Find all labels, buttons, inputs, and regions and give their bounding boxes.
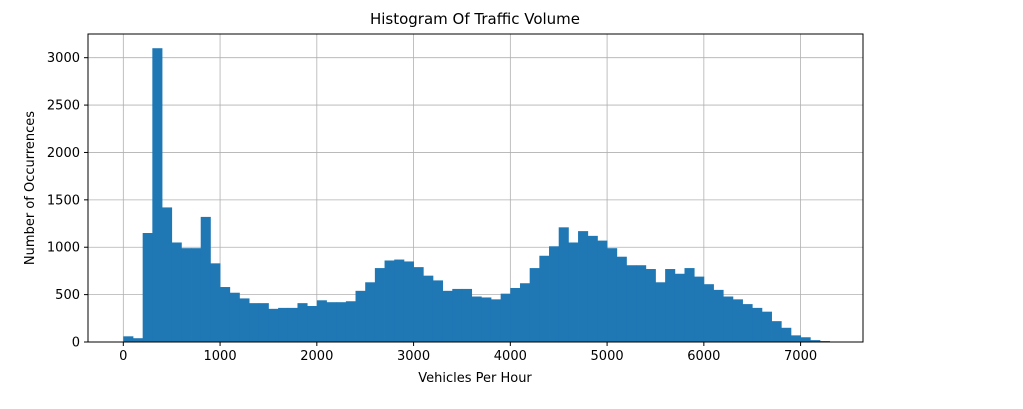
histogram-bar <box>636 265 647 342</box>
histogram-bar <box>220 287 231 342</box>
histogram-bar <box>481 297 492 342</box>
histogram-bar <box>587 235 598 342</box>
x-tick-label: 7000 <box>784 349 817 364</box>
histogram-bar <box>655 282 666 342</box>
histogram-bar <box>249 303 260 342</box>
histogram-bar <box>490 299 502 342</box>
histogram-bar <box>307 305 318 342</box>
x-tick-label: 4000 <box>494 349 527 364</box>
histogram-bar <box>365 282 376 342</box>
x-tick-label: 1000 <box>204 349 237 364</box>
histogram-bar <box>132 338 144 342</box>
y-tick-label: 500 <box>55 288 80 303</box>
histogram-bar <box>520 283 531 342</box>
histogram-bar <box>316 300 327 342</box>
histogram-bar <box>703 284 714 342</box>
x-axis-ticks: 0 1000 2000 3000 4000 5000 6000 7000 <box>119 342 817 364</box>
histogram-bar <box>355 290 366 342</box>
y-axis-ticks: 0 500 1000 1500 2000 2500 3000 <box>47 51 88 351</box>
y-tick-label: 2000 <box>47 146 80 161</box>
histogram-bar <box>239 298 250 342</box>
histogram-bar <box>558 227 569 342</box>
x-axis-label: Vehicles Per Hour <box>418 371 532 386</box>
histogram-bar <box>423 275 434 342</box>
histogram-bar <box>210 263 221 342</box>
y-tick-label: 1500 <box>47 193 80 208</box>
histogram-bar <box>607 248 618 342</box>
histogram-bar <box>452 288 463 342</box>
histogram-bar <box>287 307 298 342</box>
histogram-bar <box>432 280 444 342</box>
histogram-bar <box>800 337 811 342</box>
histogram-bar <box>374 268 385 342</box>
y-tick-label: 1000 <box>47 241 80 256</box>
bars <box>123 48 831 342</box>
histogram-bar <box>771 321 782 342</box>
histogram-bar <box>790 335 801 342</box>
histogram-bar <box>665 269 676 342</box>
histogram-bar <box>597 240 608 342</box>
histogram-bar <box>732 299 743 342</box>
histogram-bar <box>616 256 627 342</box>
x-tick-label: 6000 <box>687 349 720 364</box>
histogram-bar <box>810 340 821 342</box>
histogram-bar <box>723 296 734 342</box>
histogram-bar <box>345 301 356 342</box>
histogram-bar <box>268 308 279 342</box>
y-tick-label: 0 <box>72 336 80 351</box>
histogram-bar <box>674 273 685 342</box>
x-tick-label: 2000 <box>300 349 333 364</box>
histogram-bar <box>336 302 347 342</box>
histogram-bar <box>626 265 637 342</box>
histogram-bar <box>191 248 202 342</box>
histogram-bar <box>171 242 182 342</box>
histogram-bar <box>510 287 521 342</box>
histogram-bar <box>442 290 453 342</box>
histogram-bar <box>645 269 656 342</box>
histogram-bar <box>752 307 763 342</box>
y-tick-label: 2500 <box>47 99 80 114</box>
histogram-bar <box>152 48 163 342</box>
histogram-bar <box>742 304 753 342</box>
histogram-bar <box>529 268 540 342</box>
histogram-bar <box>568 242 579 342</box>
histogram-bar <box>278 307 289 342</box>
histogram-bar <box>181 248 192 342</box>
histogram-bar <box>471 296 482 342</box>
histogram-bar <box>539 255 550 342</box>
histogram-bar <box>781 327 792 342</box>
chart-title: Histogram Of Traffic Volume <box>370 10 580 28</box>
histogram-bar <box>200 216 211 342</box>
histogram-bar <box>694 276 705 342</box>
x-tick-label: 3000 <box>397 349 430 364</box>
histogram-bar <box>403 261 414 342</box>
histogram-bar <box>684 268 695 342</box>
histogram-bar <box>123 336 134 342</box>
histogram-bar <box>761 311 772 342</box>
histogram-bar <box>297 303 308 342</box>
x-tick-label: 0 <box>119 349 127 364</box>
histogram-bar <box>384 260 395 342</box>
histogram-bar <box>229 292 240 342</box>
histogram-bar <box>162 207 173 342</box>
histogram-bar <box>258 303 269 342</box>
y-axis-label: Number of Occurrences <box>23 111 38 265</box>
histogram-bar <box>413 267 424 342</box>
histogram-bar <box>326 302 337 342</box>
histogram-bar <box>500 293 511 342</box>
histogram-bar <box>578 231 589 342</box>
x-tick-label: 5000 <box>591 349 624 364</box>
y-tick-label: 3000 <box>47 51 80 66</box>
histogram-bar <box>713 289 724 342</box>
histogram-bar <box>142 233 153 342</box>
histogram-bar <box>461 288 473 342</box>
plot-frame <box>87 33 864 343</box>
histogram-bar <box>394 259 405 342</box>
histogram-bar <box>549 246 560 342</box>
